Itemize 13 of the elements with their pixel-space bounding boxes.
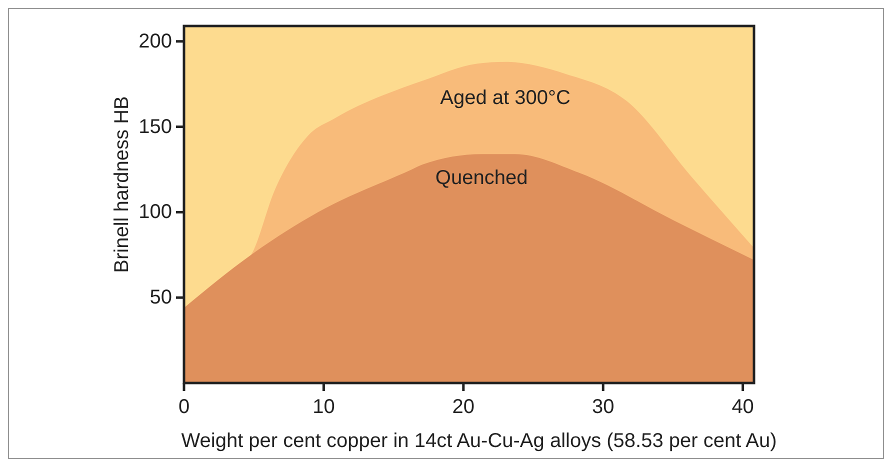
y-tick-label: 50 <box>150 286 172 309</box>
x-tick-label: 10 <box>312 396 335 418</box>
x-tick-label: 0 <box>178 396 190 418</box>
x-tick-label: 30 <box>592 396 614 418</box>
y-tick-label: 100 <box>138 201 172 224</box>
series-label: Quenched <box>435 167 528 190</box>
x-tick-label: 20 <box>452 396 475 418</box>
x-tick-label: 40 <box>732 396 754 418</box>
y-tick-label: 150 <box>138 116 172 138</box>
y-axis-title: Brinell hardness HB <box>111 96 133 273</box>
x-axis-title: Weight per cent copper in 14ct Au-Cu-Ag alloys (58.53 per cent Au) <box>181 430 777 452</box>
series-label: Aged at 300°C <box>440 86 570 109</box>
y-tick-label: 200 <box>138 30 172 52</box>
